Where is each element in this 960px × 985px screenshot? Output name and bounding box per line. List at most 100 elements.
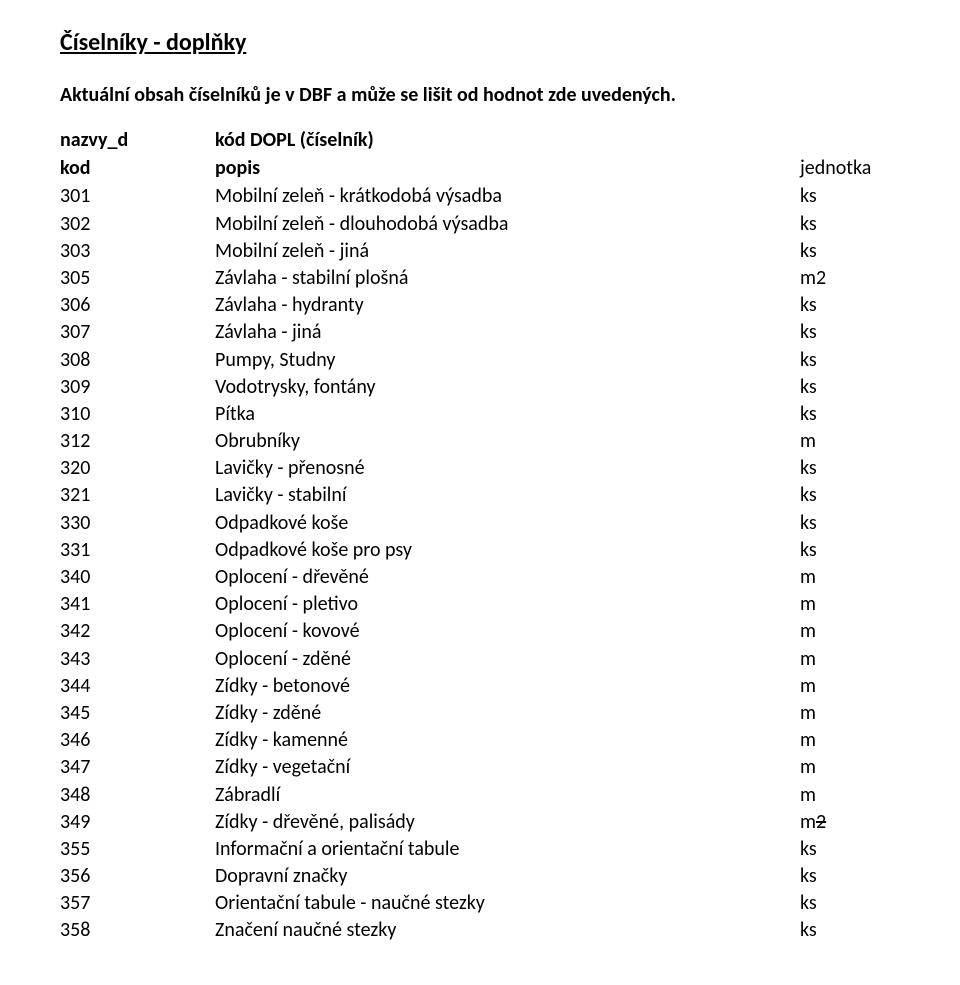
cell-kod: 312 xyxy=(60,428,215,455)
cell-popis: Závlaha - stabilní plošná xyxy=(215,265,800,292)
cell-jednotka: m xyxy=(800,591,900,618)
table-row: 309Vodotrysky, fontányks xyxy=(60,374,900,401)
cell-kod: 348 xyxy=(60,782,215,809)
cell-popis: Zídky - dřevěné, palisády xyxy=(215,809,800,836)
cell-kod: 308 xyxy=(60,347,215,374)
cell-popis: Lavičky - přenosné xyxy=(215,455,800,482)
cell-popis: Odpadkové koše xyxy=(215,510,800,537)
cell-kod: 342 xyxy=(60,618,215,645)
cell-jednotka: ks xyxy=(800,537,900,564)
table-row: 330Odpadkové košeks xyxy=(60,510,900,537)
cell-kod: 344 xyxy=(60,673,215,700)
cell-kod: 303 xyxy=(60,238,215,265)
cell-jednotka: ks xyxy=(800,319,900,346)
header-top-popis: kód DOPL (číselník) xyxy=(215,127,800,154)
cell-kod: 345 xyxy=(60,700,215,727)
table-body: 301Mobilní zeleň - krátkodobá výsadbaks3… xyxy=(60,183,900,944)
table-row: 301Mobilní zeleň - krátkodobá výsadbaks xyxy=(60,183,900,210)
table-row: 356Dopravní značkyks xyxy=(60,863,900,890)
header-top-kod: nazvy_d xyxy=(60,127,215,154)
cell-jednotka: ks xyxy=(800,890,900,917)
cell-jednotka: ks xyxy=(800,347,900,374)
table-row: 306Závlaha - hydrantyks xyxy=(60,292,900,319)
cell-jednotka: m xyxy=(800,782,900,809)
table-row: 307Závlaha - jináks xyxy=(60,319,900,346)
cell-popis: Oplocení - kovové xyxy=(215,618,800,645)
cell-jednotka: ks xyxy=(800,401,900,428)
cell-popis: Mobilní zeleň - krátkodobá výsadba xyxy=(215,183,800,210)
table-row: 308Pumpy, Studnyks xyxy=(60,347,900,374)
header-col-kod: kod xyxy=(60,155,215,182)
table-row: 343Oplocení - zděném xyxy=(60,646,900,673)
table-row: 344Zídky - betonovém xyxy=(60,673,900,700)
cell-jednotka: m xyxy=(800,428,900,455)
cell-kod: 349 xyxy=(60,809,215,836)
cell-popis: Informační a orientační tabule xyxy=(215,836,800,863)
cell-popis: Mobilní zeleň - dlouhodobá výsadba xyxy=(215,211,800,238)
cell-kod: 302 xyxy=(60,211,215,238)
cell-popis: Závlaha - jiná xyxy=(215,319,800,346)
cell-jednotka: ks xyxy=(800,917,900,944)
cell-kod: 346 xyxy=(60,727,215,754)
cell-kod: 320 xyxy=(60,455,215,482)
table-row: 347Zídky - vegetačním xyxy=(60,754,900,781)
table-header-cols: kod popis jednotka xyxy=(60,155,900,182)
cell-kod: 309 xyxy=(60,374,215,401)
cell-kod: 356 xyxy=(60,863,215,890)
table-row: 303Mobilní zeleň - jináks xyxy=(60,238,900,265)
cell-popis: Obrubníky xyxy=(215,428,800,455)
cell-popis: Zídky - betonové xyxy=(215,673,800,700)
cell-popis: Pumpy, Studny xyxy=(215,347,800,374)
table-row: 346Zídky - kamenném xyxy=(60,727,900,754)
cell-kod: 301 xyxy=(60,183,215,210)
cell-jednotka: m xyxy=(800,673,900,700)
table-row: 355Informační a orientační tabuleks xyxy=(60,836,900,863)
cell-kod: 305 xyxy=(60,265,215,292)
cell-popis: Závlaha - hydranty xyxy=(215,292,800,319)
cell-popis: Dopravní značky xyxy=(215,863,800,890)
cell-jednotka: m xyxy=(800,727,900,754)
table-row: 342Oplocení - kovovém xyxy=(60,618,900,645)
cell-popis: Odpadkové koše pro psy xyxy=(215,537,800,564)
cell-popis: Orientační tabule - naučné stezky xyxy=(215,890,800,917)
table-row: 340Oplocení - dřevěném xyxy=(60,564,900,591)
header-col-popis: popis xyxy=(215,155,800,182)
cell-jednotka: ks xyxy=(800,292,900,319)
page-subtitle: Aktuální obsah číselníků je v DBF a může… xyxy=(60,83,900,107)
cell-kod: 321 xyxy=(60,482,215,509)
cell-jednotka: ks xyxy=(800,238,900,265)
cell-jednotka: m2 xyxy=(800,809,900,836)
table-row: 357Orientační tabule - naučné stezkyks xyxy=(60,890,900,917)
table-row: 321Lavičky - stabilníks xyxy=(60,482,900,509)
cell-jednotka: m xyxy=(800,700,900,727)
table-header-top: nazvy_d kód DOPL (číselník) xyxy=(60,127,900,154)
cell-kod: 306 xyxy=(60,292,215,319)
cell-popis: Oplocení - dřevěné xyxy=(215,564,800,591)
table-row: 345Zídky - zděném xyxy=(60,700,900,727)
table-row: 310Pítkaks xyxy=(60,401,900,428)
table-row: 349Zídky - dřevěné, palisádym2 xyxy=(60,809,900,836)
cell-popis: Lavičky - stabilní xyxy=(215,482,800,509)
cell-jednotka: ks xyxy=(800,836,900,863)
cell-popis: Oplocení - pletivo xyxy=(215,591,800,618)
header-col-jednotka: jednotka xyxy=(800,155,900,182)
table-row: 320Lavičky - přenosnéks xyxy=(60,455,900,482)
cell-kod: 330 xyxy=(60,510,215,537)
cell-jednotka: ks xyxy=(800,510,900,537)
cell-popis: Zídky - zděné xyxy=(215,700,800,727)
cell-kod: 331 xyxy=(60,537,215,564)
cell-kod: 358 xyxy=(60,917,215,944)
table-row: 305Závlaha - stabilní plošnám2 xyxy=(60,265,900,292)
cell-jednotka: m2 xyxy=(800,265,900,292)
cell-jednotka: ks xyxy=(800,374,900,401)
table-row: 302Mobilní zeleň - dlouhodobá výsadbaks xyxy=(60,211,900,238)
cell-popis: Zábradlí xyxy=(215,782,800,809)
cell-jednotka: ks xyxy=(800,455,900,482)
cell-jednotka: m xyxy=(800,646,900,673)
cell-popis: Zídky - vegetační xyxy=(215,754,800,781)
cell-popis: Zídky - kamenné xyxy=(215,727,800,754)
cell-jednotka: m xyxy=(800,754,900,781)
cell-jednotka-strike: 2 xyxy=(816,810,826,834)
cell-jednotka: m xyxy=(800,618,900,645)
cell-jednotka: m xyxy=(800,564,900,591)
